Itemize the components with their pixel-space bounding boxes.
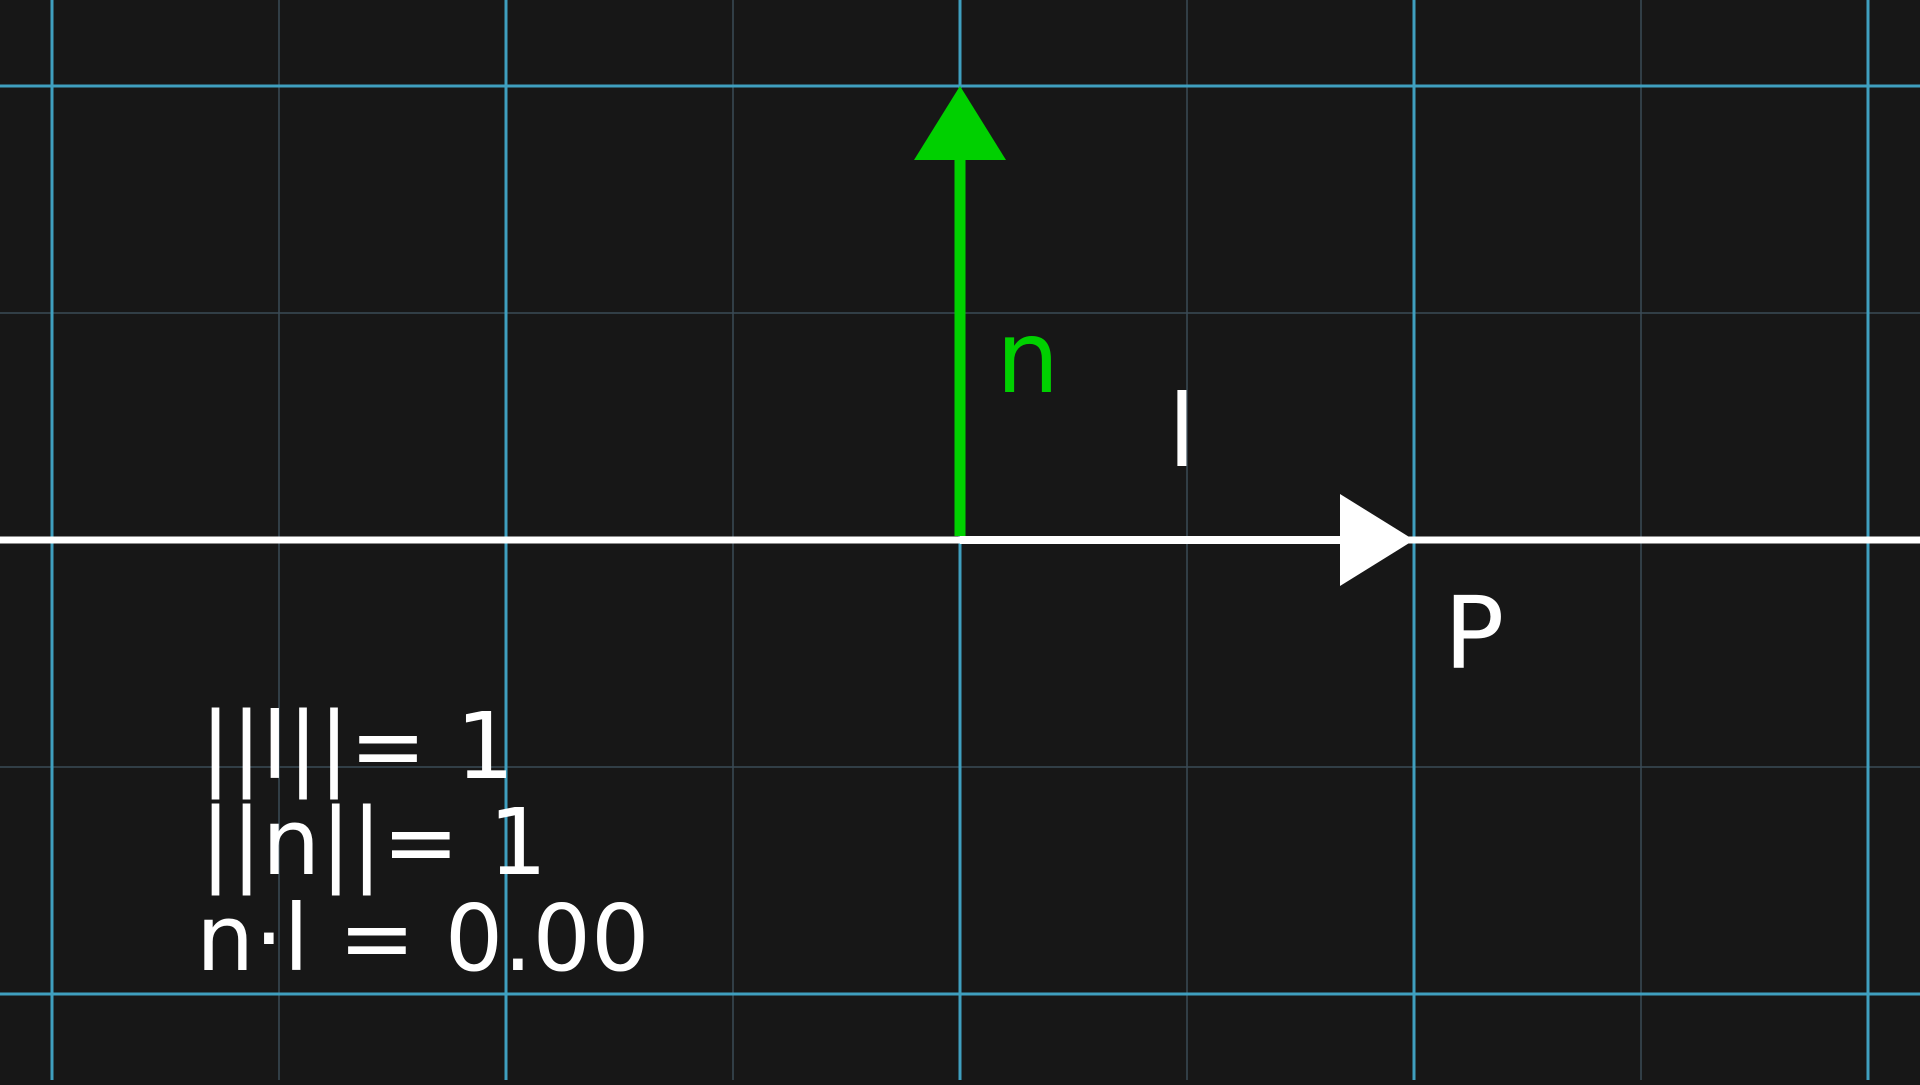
normal-vector-arrowhead <box>914 86 1006 160</box>
point-label: P <box>1444 575 1504 692</box>
normal-vector <box>914 86 1006 536</box>
normal-vector-label: n <box>996 299 1059 416</box>
dot-product-equation: n·l = 0.00 <box>196 885 650 992</box>
l-magnitude-equation: ||l||= 1 <box>200 693 514 800</box>
light-vector-arrowhead <box>1340 494 1414 586</box>
light-vector <box>960 494 1414 586</box>
light-vector-label: l <box>1168 373 1196 490</box>
n-magnitude-equation: ||n||= 1 <box>200 789 547 896</box>
equations: ||l||= 1 ||n||= 1 n·l = 0.00 <box>196 693 650 992</box>
